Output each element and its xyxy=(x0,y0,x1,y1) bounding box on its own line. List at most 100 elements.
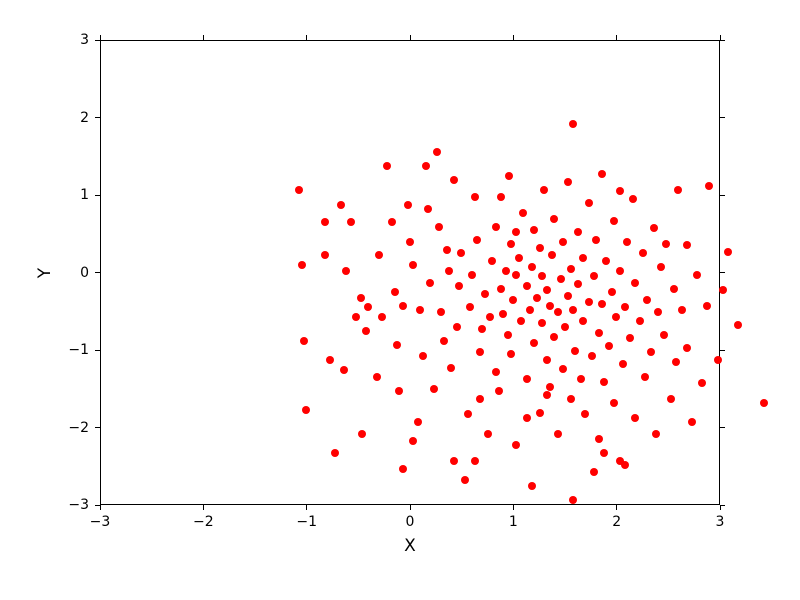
scatter-point xyxy=(509,296,517,304)
scatter-point xyxy=(674,186,682,194)
scatter-point xyxy=(419,352,427,360)
scatter-point xyxy=(703,302,711,310)
scatter-point xyxy=(647,348,655,356)
scatter-point xyxy=(443,246,451,254)
scatter-point xyxy=(515,254,523,262)
scatter-point xyxy=(546,302,554,310)
scatter-point xyxy=(409,261,417,269)
y-tick xyxy=(95,272,100,273)
scatter-point xyxy=(321,218,329,226)
scatter-point xyxy=(590,272,598,280)
scatter-point xyxy=(502,267,510,275)
scatter-point xyxy=(497,193,505,201)
x-tick-label: 3 xyxy=(716,514,725,530)
x-tick xyxy=(616,505,617,510)
scatter-point xyxy=(497,285,505,293)
scatter-point xyxy=(567,395,575,403)
scatter-point xyxy=(357,294,365,302)
scatter-point xyxy=(488,257,496,265)
scatter-point xyxy=(473,236,481,244)
scatter-point xyxy=(724,248,732,256)
scatter-point xyxy=(416,306,424,314)
scatter-point xyxy=(499,310,507,318)
x-axis-label: X xyxy=(404,536,416,556)
scatter-point xyxy=(693,271,701,279)
y-tick-label: 2 xyxy=(80,110,89,126)
scatter-point xyxy=(364,303,372,311)
y-axis-label: Y xyxy=(35,267,55,277)
scatter-point xyxy=(300,337,308,345)
scatter-point xyxy=(362,327,370,335)
scatter-point xyxy=(468,271,476,279)
scatter-point xyxy=(631,414,639,422)
scatter-point xyxy=(621,303,629,311)
scatter-point xyxy=(331,449,339,457)
scatter-point xyxy=(523,414,531,422)
scatter-point xyxy=(530,226,538,234)
scatter-point xyxy=(567,265,575,273)
scatter-point xyxy=(337,201,345,209)
scatter-point xyxy=(461,476,469,484)
x-tick-label: −3 xyxy=(90,514,111,530)
scatter-point xyxy=(533,294,541,302)
y-tick xyxy=(95,505,100,506)
scatter-point xyxy=(574,228,582,236)
scatter-point xyxy=(342,267,350,275)
scatter-point xyxy=(540,186,548,194)
y-tick xyxy=(720,427,725,428)
scatter-point xyxy=(406,238,414,246)
scatter-point xyxy=(543,356,551,364)
scatter-point xyxy=(495,387,503,395)
scatter-point xyxy=(595,329,603,337)
scatter-point xyxy=(455,282,463,290)
scatter-point xyxy=(629,195,637,203)
scatter-point xyxy=(577,375,585,383)
scatter-point xyxy=(538,272,546,280)
scatter-point xyxy=(447,364,455,372)
scatter-point xyxy=(426,279,434,287)
scatter-point xyxy=(714,356,722,364)
scatter-point xyxy=(590,468,598,476)
scatter-point xyxy=(598,300,606,308)
scatter-point xyxy=(585,199,593,207)
x-tick-label: −2 xyxy=(193,514,214,530)
scatter-point xyxy=(543,391,551,399)
scatter-point xyxy=(399,465,407,473)
scatter-point xyxy=(476,348,484,356)
scatter-point xyxy=(450,176,458,184)
x-tick-label: 2 xyxy=(612,514,621,530)
scatter-point xyxy=(512,271,520,279)
scatter-point xyxy=(507,350,515,358)
scatter-point xyxy=(652,430,660,438)
y-tick xyxy=(95,117,100,118)
scatter-point xyxy=(667,395,675,403)
scatter-figure: −3−2−10123−3−2−10123 X Y xyxy=(0,0,800,600)
y-tick xyxy=(720,350,725,351)
scatter-point xyxy=(445,267,453,275)
scatter-point xyxy=(683,241,691,249)
scatter-point xyxy=(557,275,565,283)
scatter-point xyxy=(654,308,662,316)
scatter-point xyxy=(464,410,472,418)
scatter-point xyxy=(579,317,587,325)
scatter-point xyxy=(626,334,634,342)
scatter-point xyxy=(616,267,624,275)
scatter-point xyxy=(612,313,620,321)
x-tick xyxy=(410,505,411,510)
scatter-point xyxy=(373,373,381,381)
scatter-point xyxy=(548,251,556,259)
scatter-point xyxy=(588,352,596,360)
scatter-point xyxy=(536,409,544,417)
scatter-point xyxy=(543,286,551,294)
x-tick xyxy=(410,35,411,40)
scatter-point xyxy=(605,342,613,350)
scatter-point xyxy=(550,333,558,341)
scatter-point xyxy=(538,319,546,327)
y-tick xyxy=(95,195,100,196)
scatter-point xyxy=(321,251,329,259)
scatter-point xyxy=(574,280,582,288)
scatter-point xyxy=(523,375,531,383)
x-tick xyxy=(203,505,204,510)
y-tick xyxy=(95,40,100,41)
scatter-point xyxy=(484,430,492,438)
